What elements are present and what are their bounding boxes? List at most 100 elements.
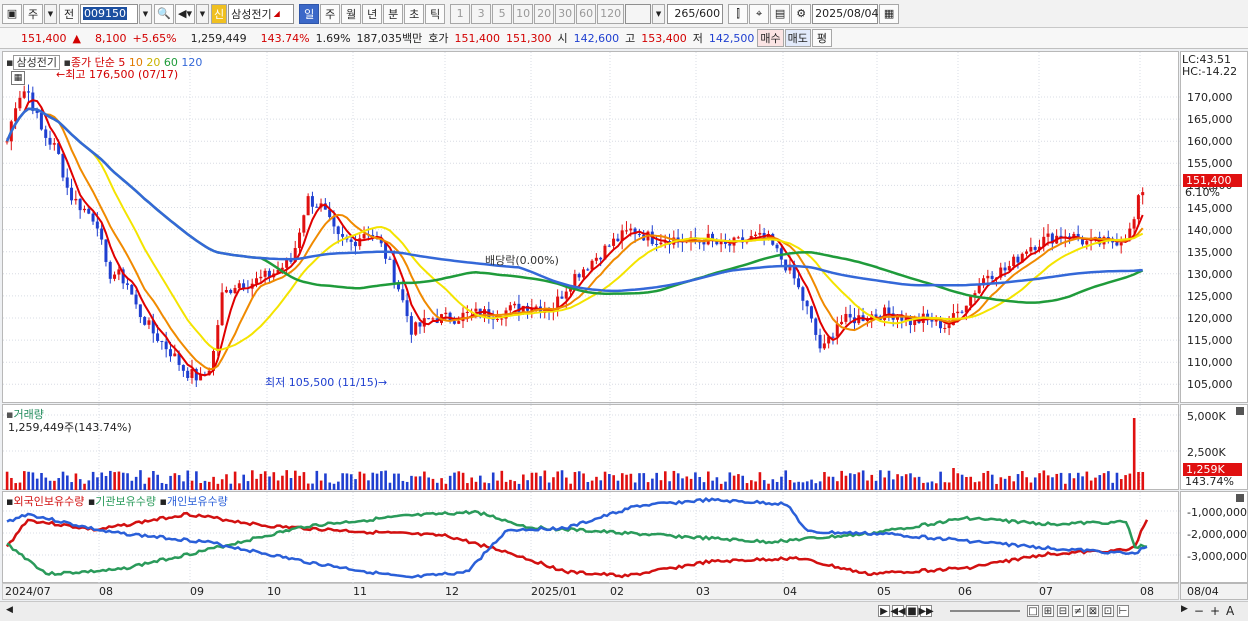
stock-code-input[interactable]: 009150 [80,3,138,24]
volume-bar [5,471,9,490]
volume-bar [225,474,228,490]
volume-bar [1081,476,1084,490]
candle-body [1033,247,1037,250]
pane-close-icon-2[interactable] [1236,494,1244,502]
volume-bar [844,475,848,490]
pane-close-icon[interactable] [1236,407,1244,415]
period-day[interactable]: 일 [299,3,320,24]
forward-icon[interactable]: ▶▶ [918,605,934,617]
volume-pane[interactable]: ▪거래량 1,259,449주(143.74%) [2,404,1180,491]
volume-bar [324,473,327,490]
prev-button[interactable]: 전 [59,3,79,24]
interval-dropdown-icon[interactable]: ▼ [652,3,666,24]
date-input[interactable]: 2025/08/04 [812,3,879,24]
candle-body [289,259,293,262]
period-minute[interactable]: 분 [383,3,404,24]
zoom-slider[interactable] [950,610,1020,612]
interval-1[interactable]: 1 [450,3,471,24]
stock-name-field[interactable]: 삼성전기 ◢ [228,3,295,24]
speaker-icon[interactable]: ◀▾ [175,3,195,24]
holdings-pane[interactable]: ▪외국인보유수량 ▪기관보유수량 ▪개인보유수량 [2,491,1180,584]
volume-bar [302,472,306,490]
interval-60[interactable]: 60 [576,3,597,24]
interval-10[interactable]: 10 [513,3,534,24]
interval-30[interactable]: 30 [555,3,576,24]
market-dropdown-icon[interactable]: ▼ [44,3,57,24]
tool-7-icon[interactable]: ⊢ [1117,605,1129,617]
volume-bar [1124,475,1127,490]
volume-bar [113,472,116,490]
pane-title: ▪ 삼성전기 ▪종가 단순 5 10 20 60 120 [6,54,202,70]
volume-bar [375,473,379,490]
market-select[interactable]: 주 [23,3,43,24]
price-tick: 135,000 [1187,245,1233,259]
search-icon[interactable]: 🔍 [154,3,174,24]
candle-type-icon[interactable]: ⫿ [728,3,749,24]
tool-3-icon[interactable]: ⊟ [1057,605,1069,617]
scroll-left-icon[interactable]: ◀ [6,605,13,615]
hc-label: HC:-14.22 [1182,65,1238,78]
avg-button[interactable]: 평 [811,29,832,47]
candle-body [138,304,142,318]
volume-bar [483,482,486,490]
volume-bar [595,476,598,490]
tool-6-icon[interactable]: ⊡ [1102,605,1114,617]
volume-bar [694,472,697,490]
scroll-right-icon[interactable]: ▶ [1181,604,1188,614]
period-month[interactable]: 월 [341,3,362,24]
period-second[interactable]: 초 [404,3,425,24]
code-dropdown-icon[interactable]: ▼ [139,3,152,24]
volume-axis: 5,000K 2,500K 1,259K 143.74% [1180,404,1248,490]
tool-4-icon[interactable]: ≠ [1072,605,1084,617]
candle-body [216,325,220,351]
volume-bar [711,480,714,490]
candle-body [336,226,340,235]
interval-3[interactable]: 3 [471,3,492,24]
settings-gear-icon[interactable]: ⚙ [791,3,812,24]
volume-bar [186,470,190,490]
scroll-bar[interactable]: ◀ ▶ ◀◀ ■ ▶▶ □ ⊞ ⊟ ≠ ⊠ ⊡ ⊢ ▶ − + A [0,601,1248,621]
interval-custom-input[interactable] [625,3,652,24]
institution-label: 기관보유수량 [95,495,157,508]
save-icon[interactable]: ▤ [770,3,791,24]
foreign-label: 외국인보유수량 [13,495,85,508]
candle-body [624,230,628,232]
zoom-in-button[interactable]: + [1209,604,1221,618]
volume-bar [577,471,581,490]
candle-body [242,283,246,289]
price-chart-pane[interactable]: ▪ 삼성전기 ▪종가 단순 5 10 20 60 120 ▦ ←최고 176,50… [2,51,1180,404]
count-input[interactable]: 265/600 [667,3,724,24]
interval-5[interactable]: 5 [492,3,513,24]
candle-body [125,283,129,285]
volume-bar [152,471,155,490]
candle-body [809,306,813,319]
grid-icon[interactable]: ▦ [11,71,25,85]
tool-5-icon[interactable]: ⊠ [1087,605,1099,617]
buy-button[interactable]: 매수 [757,29,784,47]
calendar-icon[interactable]: ▦ [879,3,900,24]
candle-body [508,305,512,311]
auto-fit-button[interactable]: A [1226,604,1235,618]
candle-body [1106,236,1110,239]
rewind-icon[interactable]: ◀◀ [890,605,906,617]
volume-bar [27,471,30,490]
sell-button[interactable]: 매도 [784,29,811,47]
zoom-out-button[interactable]: − [1193,604,1204,618]
volume-ratio: 143.74% [260,31,310,45]
interval-120[interactable]: 120 [597,3,625,24]
play-icon[interactable]: ▶ [878,605,890,617]
tool-2-icon[interactable]: ⊞ [1042,605,1054,617]
period-year[interactable]: 년 [362,3,383,24]
sound-dropdown-icon[interactable]: ▼ [196,3,209,24]
window-layout-icon[interactable]: ▣ [2,3,22,24]
period-tick[interactable]: 틱 [425,3,446,24]
period-week[interactable]: 주 [320,3,341,24]
stop-icon[interactable]: ■ [906,605,918,617]
tool-1-icon[interactable]: □ [1027,605,1039,617]
volume-bar [599,480,603,490]
current-price: 151,400 [21,31,67,45]
volume-bar [767,483,770,490]
crosshair-icon[interactable]: ⌖ [749,3,770,24]
date-label: 12 [445,585,459,598]
interval-20[interactable]: 20 [534,3,555,24]
